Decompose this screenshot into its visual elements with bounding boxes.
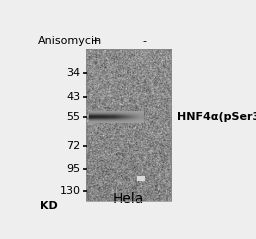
Text: 72: 72	[66, 141, 81, 152]
Text: HNF4α(pSer304): HNF4α(pSer304)	[177, 112, 256, 122]
Text: -: -	[142, 36, 146, 46]
Text: 43: 43	[67, 92, 81, 102]
Bar	[86, 49, 171, 201]
Text: 34: 34	[67, 68, 81, 78]
Text: 130: 130	[60, 186, 81, 196]
Text: KD: KD	[40, 201, 58, 211]
Text: 95: 95	[67, 163, 81, 174]
Text: 55: 55	[67, 112, 81, 122]
Text: Anisomycin: Anisomycin	[38, 36, 102, 46]
Text: Hela: Hela	[113, 192, 144, 206]
Text: +: +	[91, 36, 100, 46]
